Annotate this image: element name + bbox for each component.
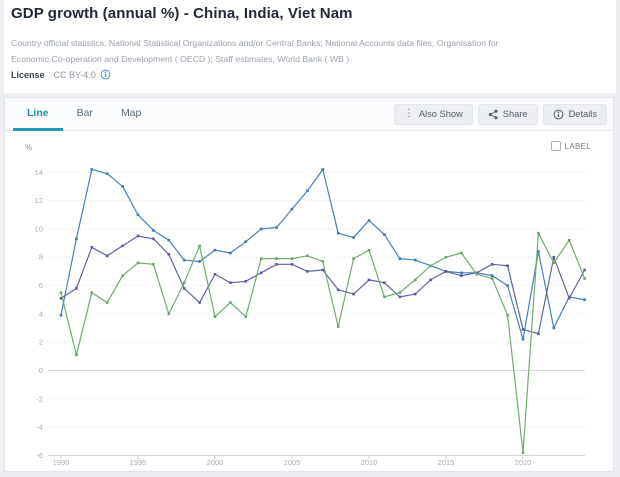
y-axis-unit-label: % bbox=[25, 143, 33, 152]
tab-line[interactable]: Line bbox=[13, 98, 63, 131]
page-title: GDP growth (annual %) - China, India, Vi… bbox=[11, 5, 353, 22]
also-show-button[interactable]: ⋮ Also Show bbox=[393, 103, 473, 125]
tab-map[interactable]: Map bbox=[120, 107, 142, 119]
svg-text:1995: 1995 bbox=[130, 458, 147, 467]
license-label: License bbox=[11, 69, 45, 80]
chart-card: Line Bar Map ⋮ Also Show Share bbox=[4, 97, 614, 472]
svg-text:1990: 1990 bbox=[53, 458, 70, 467]
label-checkbox-text: LABEL bbox=[564, 141, 591, 151]
svg-text:-6: -6 bbox=[36, 451, 43, 460]
kebab-icon: ⋮ bbox=[403, 108, 414, 119]
svg-text:2000: 2000 bbox=[207, 458, 224, 467]
chart-area: % LABEL 14 12 10 8 6 4 2 0 -2 -4 -6 1990 1995 2000 200… bbox=[5, 131, 613, 471]
details-label: Details bbox=[568, 109, 597, 119]
line-chart[interactable]: 14 12 10 8 6 4 2 0 -2 -4 -6 1990 1995 2000 2005 2010 201… bbox=[5, 131, 615, 473]
license-info-icon[interactable] bbox=[100, 69, 111, 80]
info-icon bbox=[553, 109, 563, 119]
page-header: GDP growth (annual %) - China, India, Vi… bbox=[4, 0, 616, 93]
source-text-line2: Economic Co-operation and Development ( … bbox=[11, 54, 350, 64]
svg-text:6: 6 bbox=[39, 281, 43, 290]
svg-text:8: 8 bbox=[39, 253, 43, 262]
share-button[interactable]: Share bbox=[477, 103, 538, 125]
svg-text:2015: 2015 bbox=[438, 458, 455, 467]
svg-text:4: 4 bbox=[39, 309, 43, 318]
tab-bar[interactable]: Bar bbox=[76, 107, 93, 119]
also-show-label: Also Show bbox=[418, 109, 463, 119]
svg-text:0: 0 bbox=[39, 366, 43, 375]
svg-text:-2: -2 bbox=[36, 394, 43, 403]
label-checkbox[interactable] bbox=[550, 141, 561, 151]
svg-text:2005: 2005 bbox=[284, 458, 301, 467]
chart-tabbar: Line Bar Map ⋮ Also Show Share bbox=[5, 98, 613, 131]
svg-text:2: 2 bbox=[39, 338, 43, 347]
svg-text:2020: 2020 bbox=[515, 458, 532, 467]
svg-text:2010: 2010 bbox=[361, 458, 378, 467]
license-row: License : CC BY-4.0 bbox=[11, 69, 111, 80]
toolbar-buttons: ⋮ Also Show Share bbox=[393, 98, 607, 130]
share-label: Share bbox=[502, 109, 528, 119]
license-value: : CC BY-4.0 bbox=[48, 69, 96, 80]
svg-text:14: 14 bbox=[35, 168, 43, 177]
details-button[interactable]: Details bbox=[542, 103, 607, 125]
svg-text:10: 10 bbox=[35, 224, 43, 233]
label-toggle[interactable]: LABEL bbox=[550, 141, 591, 151]
share-icon bbox=[488, 109, 498, 119]
svg-text:-4: -4 bbox=[36, 423, 43, 432]
svg-text:12: 12 bbox=[35, 196, 43, 205]
source-text-line1: Country official statistics, National St… bbox=[11, 38, 499, 48]
